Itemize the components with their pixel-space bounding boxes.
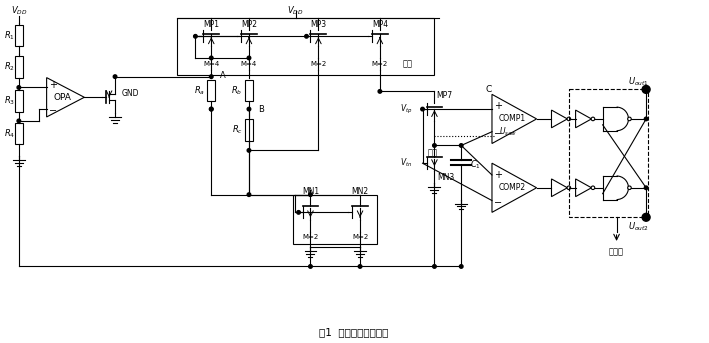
Bar [245, 80, 253, 101]
Text: MP7: MP7 [436, 91, 452, 100]
Text: M=4: M=4 [203, 61, 219, 67]
Circle shape [459, 265, 463, 268]
Text: M=2: M=2 [311, 61, 327, 67]
Text: $R_3$: $R_3$ [4, 95, 16, 107]
Bar [177, 17, 435, 75]
Polygon shape [552, 110, 567, 128]
Circle shape [358, 265, 362, 268]
Text: $R_b$: $R_b$ [231, 84, 242, 97]
Text: $U_{saw}$: $U_{saw}$ [499, 126, 517, 138]
Text: M=2: M=2 [372, 61, 388, 67]
Text: $R_4$: $R_4$ [4, 128, 16, 140]
Circle shape [209, 56, 213, 60]
Circle shape [308, 265, 312, 268]
Text: MN1: MN1 [302, 187, 319, 196]
Circle shape [627, 117, 631, 121]
Text: $-$: $-$ [493, 127, 503, 137]
Text: $R_c$: $R_c$ [232, 123, 242, 136]
Text: $V_{DD}$: $V_{DD}$ [287, 4, 304, 17]
Circle shape [591, 117, 595, 121]
Bar [15, 123, 23, 144]
Text: $R_2$: $R_2$ [4, 61, 16, 73]
Bar [245, 119, 253, 141]
Text: MP1: MP1 [203, 20, 219, 29]
Polygon shape [552, 179, 567, 197]
Bar [15, 91, 23, 112]
Text: $R_a$: $R_a$ [194, 84, 205, 97]
Polygon shape [492, 94, 537, 143]
Circle shape [209, 107, 213, 111]
Text: $U_{out2}$: $U_{out2}$ [627, 221, 649, 233]
Polygon shape [47, 78, 84, 117]
Circle shape [642, 85, 650, 93]
Text: +: + [494, 101, 502, 111]
Circle shape [567, 117, 571, 121]
Text: 图1  振荡器等效电路图: 图1 振荡器等效电路图 [320, 327, 389, 338]
Polygon shape [576, 179, 591, 197]
Bar [15, 56, 23, 78]
Circle shape [247, 56, 251, 60]
Text: COMP2: COMP2 [498, 183, 525, 192]
Text: $U_{out1}$: $U_{out1}$ [627, 75, 649, 88]
Text: $-$: $-$ [48, 104, 57, 114]
Text: +: + [49, 81, 57, 91]
Text: A: A [220, 71, 226, 80]
Bar [207, 80, 216, 101]
Circle shape [17, 119, 21, 123]
Circle shape [305, 35, 308, 38]
Text: C: C [486, 85, 492, 94]
Circle shape [567, 186, 571, 190]
Circle shape [432, 265, 436, 268]
Circle shape [644, 186, 648, 190]
Circle shape [308, 193, 312, 197]
Circle shape [432, 144, 436, 147]
Text: COMP1: COMP1 [498, 115, 525, 123]
Text: 锁存器: 锁存器 [609, 247, 624, 256]
Text: $R_1$: $R_1$ [4, 29, 16, 42]
Circle shape [420, 107, 424, 111]
Text: MN3: MN3 [437, 174, 455, 182]
Circle shape [209, 75, 213, 79]
Circle shape [113, 75, 117, 79]
Text: $-$: $-$ [493, 196, 503, 205]
Text: MP4: MP4 [372, 20, 388, 29]
Bar [569, 90, 648, 217]
Circle shape [17, 86, 21, 89]
Text: $V_{DD}$: $V_{DD}$ [11, 4, 27, 17]
Bar [15, 24, 23, 46]
Polygon shape [492, 163, 537, 212]
Circle shape [247, 149, 251, 152]
Text: 放电: 放电 [428, 148, 437, 157]
Text: MP2: MP2 [241, 20, 257, 29]
Circle shape [378, 90, 381, 93]
Circle shape [247, 193, 251, 197]
Text: MP3: MP3 [311, 20, 326, 29]
Circle shape [627, 186, 631, 190]
Text: GND: GND [122, 89, 140, 98]
Text: M=2: M=2 [352, 234, 368, 240]
Circle shape [297, 211, 301, 214]
Circle shape [209, 107, 213, 111]
Text: M=4: M=4 [241, 61, 257, 67]
Circle shape [642, 213, 650, 221]
Text: B: B [258, 105, 264, 114]
Polygon shape [576, 110, 591, 128]
Circle shape [247, 107, 251, 111]
Circle shape [591, 186, 595, 190]
Text: 充电: 充电 [403, 59, 413, 68]
Text: M=2: M=2 [302, 234, 318, 240]
Circle shape [194, 35, 197, 38]
Text: MN2: MN2 [352, 187, 369, 196]
Bar [293, 195, 377, 244]
Text: $V_{tp}$: $V_{tp}$ [400, 103, 413, 116]
Text: OPA: OPA [54, 93, 72, 102]
Text: $C_1$: $C_1$ [469, 159, 481, 172]
Circle shape [644, 117, 648, 121]
Text: $V_{tn}$: $V_{tn}$ [401, 157, 413, 169]
Text: +: + [494, 170, 502, 180]
Circle shape [459, 144, 463, 147]
